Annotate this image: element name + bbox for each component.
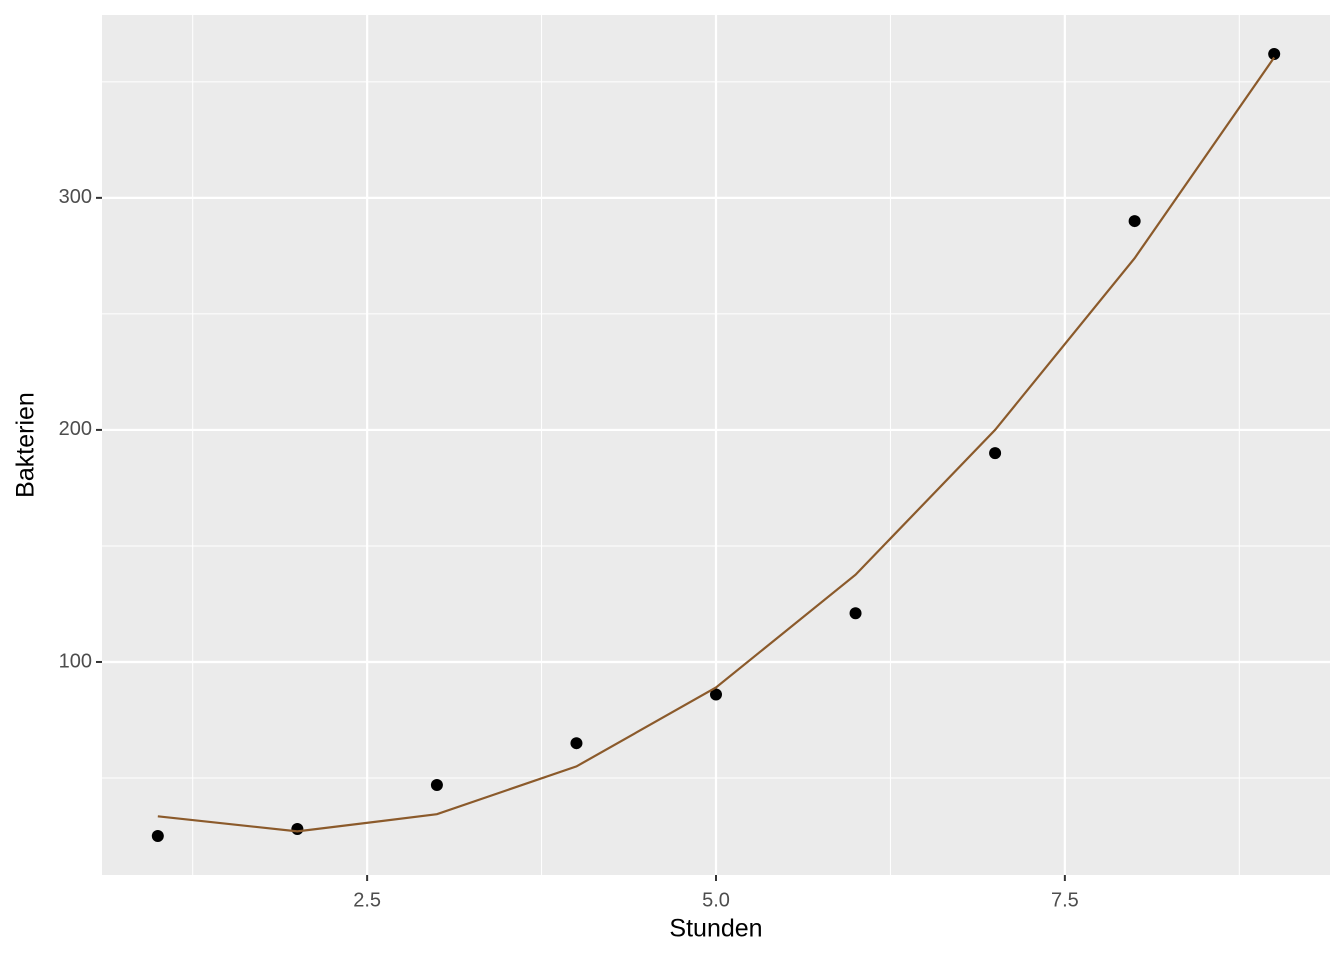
x-tick-label: 5.0 xyxy=(702,889,730,911)
data-point xyxy=(1128,215,1141,228)
x-axis-title: Stunden xyxy=(669,915,762,943)
data-point xyxy=(570,737,583,750)
data-point xyxy=(430,778,443,791)
data-point xyxy=(989,447,1002,460)
data-point xyxy=(151,830,164,843)
y-tick-label: 100 xyxy=(59,650,92,672)
fit-line xyxy=(157,56,1276,833)
data-point xyxy=(849,607,862,620)
x-tick-label: 2.5 xyxy=(353,889,381,911)
x-tick-label: 7.5 xyxy=(1051,889,1079,911)
data-point xyxy=(710,688,722,701)
y-axis-title: Bakterien xyxy=(12,392,40,498)
y-tick-label: 200 xyxy=(59,418,92,440)
y-tick-label: 300 xyxy=(59,186,92,208)
data-point xyxy=(1268,47,1281,60)
data-point xyxy=(291,823,304,836)
